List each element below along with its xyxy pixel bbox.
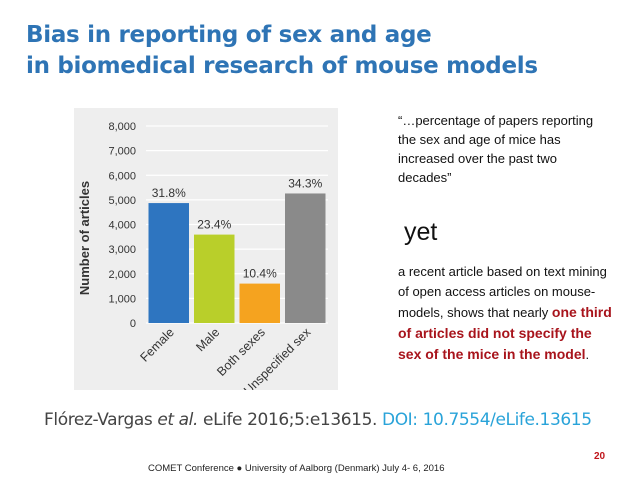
bar-data-label: 10.4% bbox=[243, 267, 277, 281]
y-tick-label: 3,000 bbox=[108, 244, 136, 256]
yet-text: yet bbox=[404, 218, 438, 246]
title-line-2: in biomedical research of mouse models bbox=[26, 53, 538, 79]
bar-chart: 0 1,000 2,000 3,000 4,000 5,000 6,000 7,000 8,00… bbox=[74, 108, 338, 390]
body-prefix: a recent article based on text mining of… bbox=[398, 264, 607, 320]
citation-authors: Flórez-Vargas bbox=[44, 410, 158, 430]
y-tick-label: 0 bbox=[130, 318, 136, 330]
bar-data-label: 31.8% bbox=[152, 186, 186, 200]
y-tick-label: 7,000 bbox=[108, 146, 136, 158]
y-axis-label: Number of articles bbox=[77, 181, 92, 295]
y-tick-label: 1,000 bbox=[108, 293, 136, 305]
bar bbox=[194, 234, 235, 323]
bar-data-label: 34.3% bbox=[288, 176, 322, 190]
body-suffix: . bbox=[585, 347, 590, 362]
bar bbox=[239, 283, 280, 323]
y-tick-label: 8,000 bbox=[108, 121, 136, 133]
bar bbox=[148, 203, 189, 323]
quote-text: “…percentage of papers reporting the sex… bbox=[398, 113, 594, 185]
footer: COMET Conference ● University of Aalborg… bbox=[148, 463, 445, 474]
citation-doi[interactable]: DOI: 10.7554/eLife.13615 bbox=[382, 410, 592, 430]
y-tick-label: 6,000 bbox=[108, 170, 136, 182]
bar bbox=[285, 193, 326, 323]
body-text: a recent article based on text mining of… bbox=[398, 262, 618, 365]
citation-journal: eLife 2016;5:e13615. bbox=[198, 410, 383, 430]
y-tick-label: 2,000 bbox=[108, 269, 136, 281]
citation: Flórez-Vargas et al. eLife 2016;5:e13615… bbox=[44, 410, 592, 430]
bar-data-label: 23.4% bbox=[197, 218, 231, 232]
slide-title: Bias in reporting of sex and age in biom… bbox=[26, 20, 538, 82]
y-tick-label: 4,000 bbox=[108, 220, 136, 232]
y-tick-label: 5,000 bbox=[108, 195, 136, 207]
page-number: 20 bbox=[594, 451, 606, 462]
citation-etal: et al. bbox=[157, 410, 199, 430]
title-line-1: Bias in reporting of sex and age bbox=[26, 22, 432, 48]
body-highlight: one third of articles did not specify th… bbox=[398, 304, 612, 362]
